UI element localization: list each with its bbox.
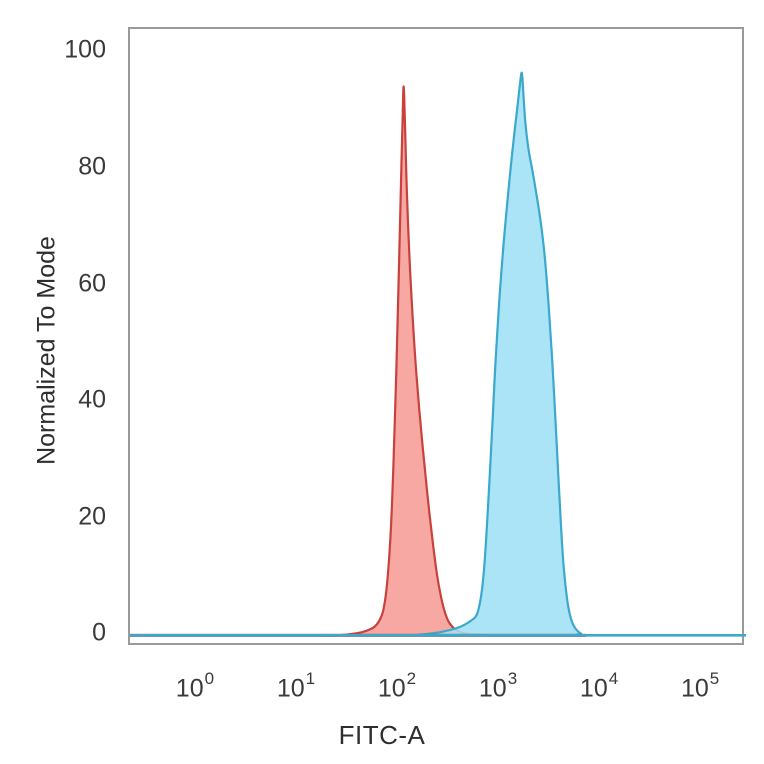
x-tick-mantissa: 10 [377, 674, 406, 703]
x-axis-title: FITC-A [338, 720, 426, 750]
y-tick-label: 60 [78, 269, 106, 298]
y-tick-label: 20 [78, 502, 106, 531]
y-tick-label: 100 [64, 35, 106, 64]
x-tick-exponent: 1 [305, 669, 316, 688]
y-axis-tick-labels: 100 80 60 40 20 0 [0, 0, 128, 764]
y-tick-label: 80 [78, 152, 106, 181]
x-tick-label: 101 [276, 669, 316, 703]
x-tick-label: 104 [579, 669, 619, 703]
x-tick-label: 100 [175, 669, 215, 703]
series-fill-control [130, 86, 746, 636]
plot-area [128, 27, 746, 645]
x-tick-mantissa: 10 [579, 674, 608, 703]
series-outline-control [130, 85, 746, 637]
y-tick-label: 40 [78, 385, 106, 414]
histogram-svg [130, 71, 746, 637]
series-outline-antibody [130, 71, 746, 637]
x-tick-mantissa: 10 [478, 674, 507, 703]
series-fill-antibody [130, 72, 746, 636]
x-tick-mantissa: 10 [680, 674, 709, 703]
x-tick-mantissa: 10 [175, 674, 204, 703]
x-tick-exponent: 4 [608, 669, 619, 688]
y-tick-label: 0 [92, 618, 106, 647]
x-tick-exponent: 5 [709, 669, 720, 688]
x-tick-exponent: 2 [406, 669, 417, 688]
x-tick-label: 103 [478, 669, 518, 703]
x-tick-exponent: 3 [507, 669, 518, 688]
y-axis-title: Normalized To Mode [32, 236, 61, 465]
series-group [130, 71, 746, 637]
x-tick-mantissa: 10 [276, 674, 305, 703]
x-tick-label: 102 [377, 669, 417, 703]
x-tick-label: 105 [680, 669, 720, 703]
x-tick-exponent: 0 [204, 669, 215, 688]
